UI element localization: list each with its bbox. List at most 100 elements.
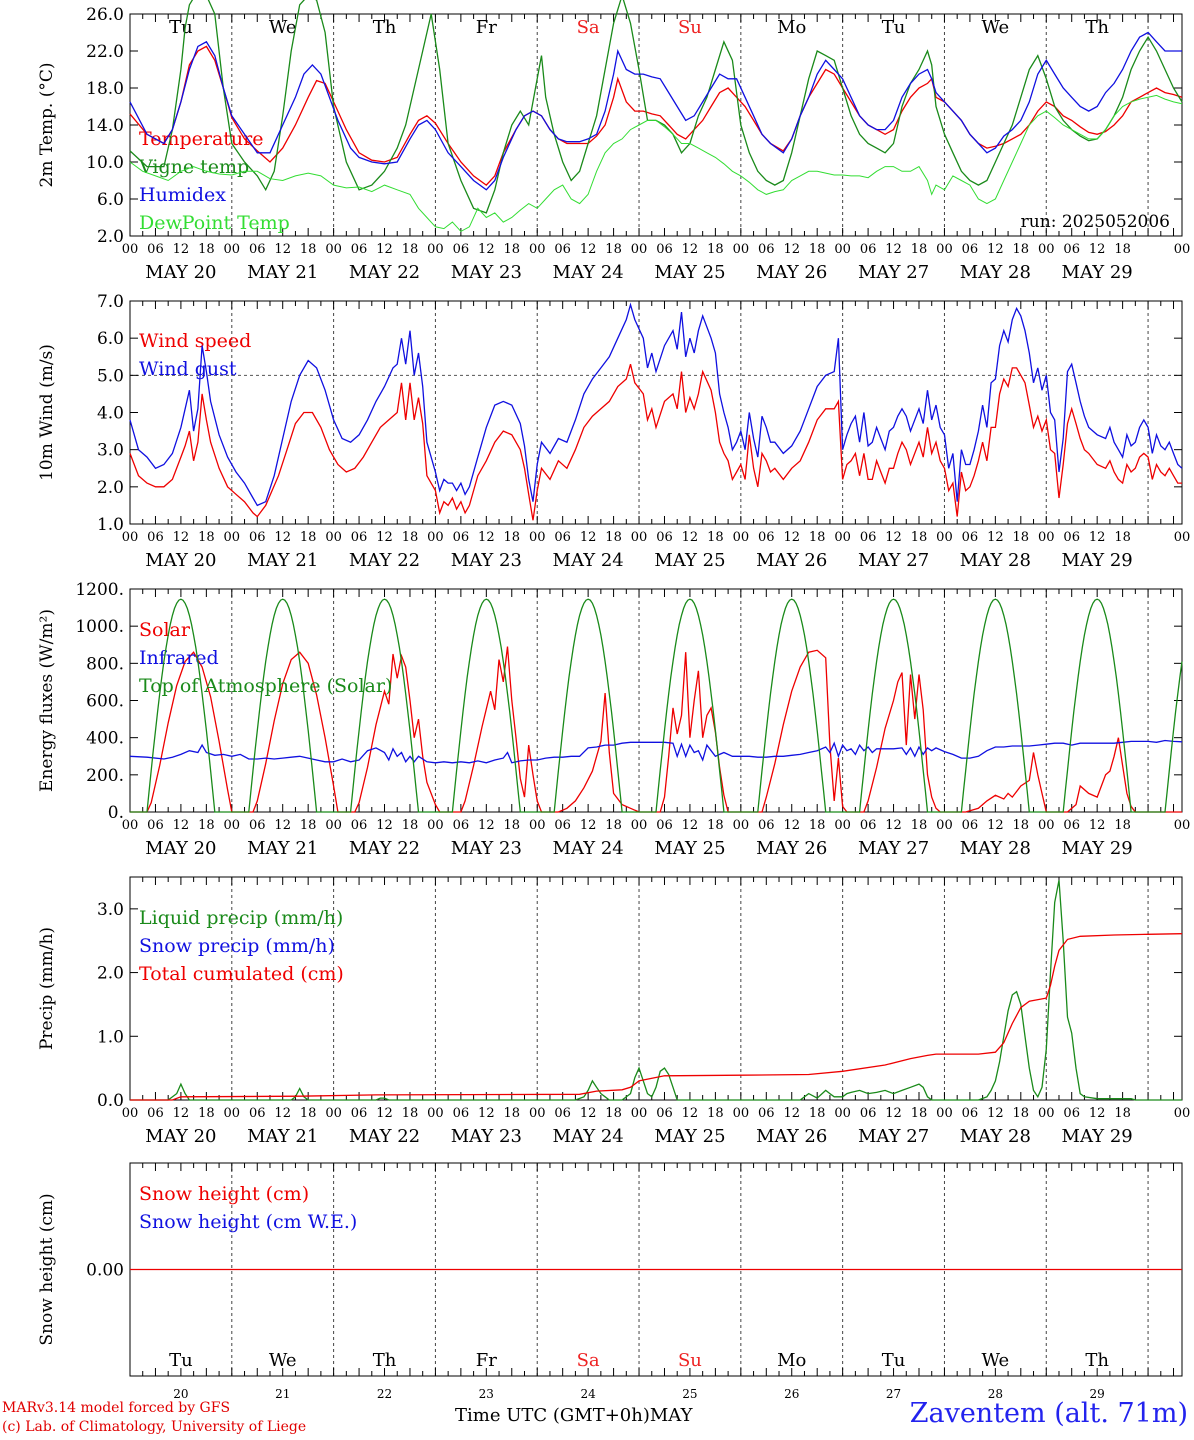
hour-tick-label: 00 [427, 530, 444, 545]
hour-tick-label: 06 [962, 1106, 979, 1121]
hour-tick-label: 00 [224, 530, 241, 545]
hour-tick-label: 06 [351, 818, 368, 833]
wind-ytick-label: 4.0 [97, 404, 124, 424]
date-label: MAY 26 [756, 1126, 827, 1147]
hour-tick-label: 12 [580, 242, 597, 257]
hour-tick-label: 12 [987, 1106, 1004, 1121]
hour-tick-label: 18 [300, 818, 317, 833]
hour-tick-label: 00 [733, 818, 750, 833]
date-label: MAY 27 [858, 550, 929, 571]
hour-tick-label: 00 [1038, 818, 1055, 833]
date-label: MAY 22 [349, 1126, 420, 1147]
hour-tick-label: 00 [936, 242, 953, 257]
snow-ytick-label: 0.00 [86, 1261, 124, 1281]
wind-frame [129, 300, 1183, 525]
hour-tick-label: 12 [783, 530, 800, 545]
energy-legend-infrared: Infrared [139, 647, 219, 669]
hour-tick-label: 06 [656, 530, 673, 545]
date-label: MAY 22 [349, 838, 420, 859]
hour-tick-label: 12 [580, 1106, 597, 1121]
hour-tick-label: 06 [1063, 1106, 1080, 1121]
hour-tick-label: 18 [198, 242, 215, 257]
hour-tick-label: 18 [605, 818, 622, 833]
hour-tick-label: 18 [1114, 818, 1131, 833]
date-label: MAY 29 [1062, 550, 1133, 571]
hour-tick-label: 18 [402, 818, 419, 833]
precip-legend-snow-precip-mm-h: Snow precip (mm/h) [139, 935, 335, 957]
hour-tick-label: 12 [173, 530, 190, 545]
hour-tick-label: 18 [504, 530, 521, 545]
hour-tick-label: 06 [554, 530, 571, 545]
hour-tick-label: 12 [173, 242, 190, 257]
precip-ytick-label: 3.0 [97, 900, 124, 920]
temp-legend-dewpoint-temp: DewPoint Temp [139, 212, 290, 234]
hour-tick-label: 06 [1063, 818, 1080, 833]
hour-tick-label: 06 [453, 818, 470, 833]
hour-tick-label: 06 [554, 818, 571, 833]
hour-tick-label: 18 [911, 530, 928, 545]
hour-tick-label: 06 [147, 530, 164, 545]
hour-tick-label: 00 [122, 242, 139, 257]
hour-tick-label: 06 [758, 818, 775, 833]
date-label: MAY 20 [145, 1126, 216, 1147]
hour-tick-label: 18 [605, 242, 622, 257]
date-label: MAY 22 [349, 550, 420, 571]
energy-ytick-label: 1000. [75, 617, 124, 637]
hour-tick-label: 18 [300, 242, 317, 257]
date-label: MAY 24 [553, 550, 624, 571]
hour-tick-label: 00 [427, 818, 444, 833]
date-label: MAY 25 [654, 838, 725, 859]
precip-ytick-label: 1.0 [97, 1027, 124, 1047]
date-label: MAY 29 [1062, 1126, 1133, 1147]
hour-tick-label: 12 [987, 530, 1004, 545]
hour-tick-label: 00 [224, 1106, 241, 1121]
hour-tick-label: 00 [224, 242, 241, 257]
date-label: MAY 26 [756, 550, 827, 571]
date-label: MAY 27 [858, 262, 929, 283]
wind-ytick-label: 7.0 [97, 292, 124, 312]
hour-tick-label: 06 [453, 530, 470, 545]
hour-tick-label: 18 [911, 818, 928, 833]
hour-tick-label: 18 [809, 1106, 826, 1121]
hour-tick-label: 00 [936, 1106, 953, 1121]
hour-tick-label: 18 [1114, 530, 1131, 545]
day-number-label: 22 [377, 1387, 392, 1401]
hour-tick-label: 00 [122, 1106, 139, 1121]
weekday-label: We [982, 17, 1010, 38]
weekday-label: Tu [169, 1350, 193, 1371]
hour-tick-label: 18 [809, 530, 826, 545]
hour-tick-label: 12 [580, 818, 597, 833]
hour-tick-label: 12 [376, 818, 393, 833]
hour-tick-label: 18 [198, 1106, 215, 1121]
snow-legend-snow-height-cm-w-e: Snow height (cm W.E.) [139, 1211, 357, 1233]
day-number-label: 21 [275, 1387, 290, 1401]
hour-tick-label: 00 [325, 530, 342, 545]
hour-tick-label: 18 [707, 242, 724, 257]
hour-tick-label: 00 [1174, 242, 1191, 257]
temp-series-temperature [129, 45, 1183, 186]
weekday-label: Sa [577, 17, 600, 38]
hour-tick-label: 18 [504, 818, 521, 833]
hour-tick-label: 06 [758, 530, 775, 545]
hour-tick-label: 06 [554, 1106, 571, 1121]
precip-ylabel: Precip (mm/h) [37, 927, 57, 1050]
hour-tick-label: 18 [707, 530, 724, 545]
energy-frame [129, 588, 1183, 813]
day-number-label: 20 [173, 1387, 188, 1401]
hour-tick-label: 00 [427, 1106, 444, 1121]
hour-tick-label: 12 [173, 818, 190, 833]
snow-legend-snow-height-cm: Snow height (cm) [139, 1183, 309, 1205]
wind-ytick-label: 3.0 [97, 441, 124, 461]
hour-tick-label: 06 [656, 818, 673, 833]
day-number-label: 27 [886, 1387, 901, 1401]
x-axis-title: Time UTC (GMT+0h)MAY [455, 1405, 693, 1426]
date-label: MAY 20 [145, 550, 216, 571]
hour-tick-label: 00 [529, 1106, 546, 1121]
weekday-label: Th [1085, 1350, 1109, 1371]
temp-ytick-label: 10.0 [86, 153, 124, 173]
hour-tick-label: 00 [733, 242, 750, 257]
hour-tick-label: 00 [224, 818, 241, 833]
hour-tick-label: 06 [860, 242, 877, 257]
energy-legend-solar: Solar [139, 619, 191, 641]
date-label: MAY 28 [960, 1126, 1031, 1147]
